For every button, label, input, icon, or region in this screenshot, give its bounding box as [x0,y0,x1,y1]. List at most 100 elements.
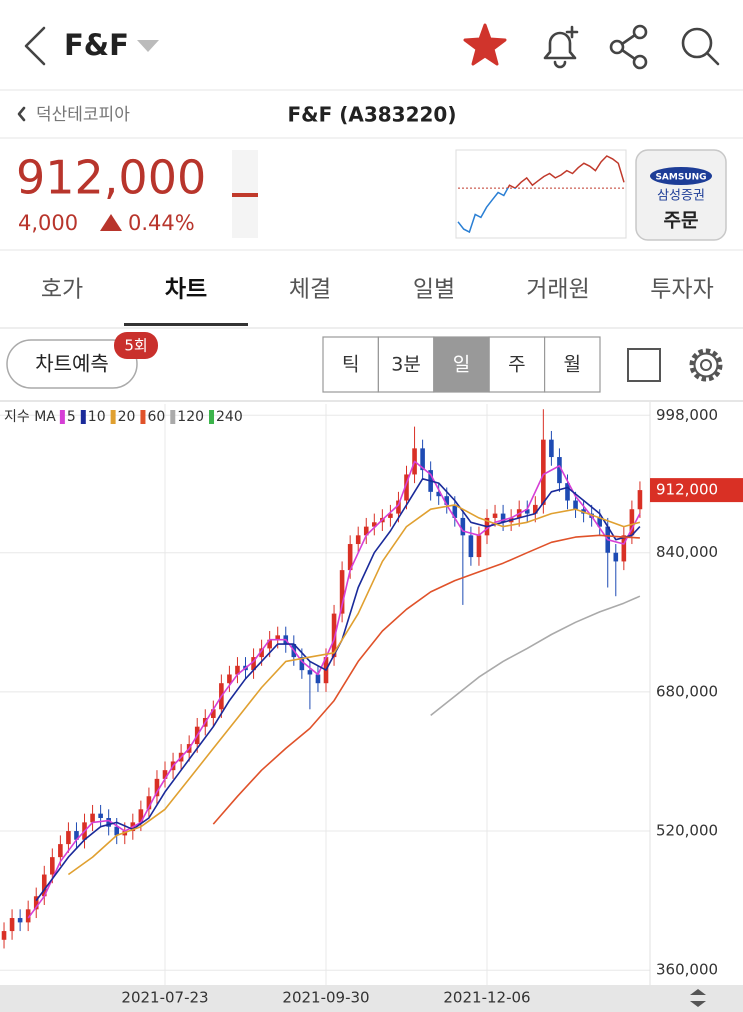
mini-line [457,155,625,234]
candle-body [355,535,361,545]
current-price: 912,000 [16,151,206,205]
candle-body [9,918,15,932]
candle-body [154,778,160,797]
tab[interactable]: 차트 [165,277,207,303]
candle-body [17,918,23,923]
period-button[interactable] [377,336,435,393]
period-button[interactable] [488,336,546,393]
legend-swatch [209,410,215,424]
settings-icon[interactable] [689,348,723,382]
candle-body [637,490,643,510]
dropdown-icon[interactable] [137,40,159,52]
period-button[interactable] [543,336,601,393]
candle-body [33,896,39,910]
legend-label: 20 [118,409,136,425]
legend-swatch [110,410,116,424]
candle-body [363,526,369,536]
order-button[interactable]: SAMSUNG 삼성증권 주문 [635,149,727,241]
candle-body [50,857,55,875]
candle-body [106,818,111,827]
ma-line [212,534,640,825]
tab-bar: 호가 차트 체결 일별 거래원 투자자 [41,277,714,326]
candle-body [372,522,377,527]
candle-body [275,635,281,640]
candle-body [58,844,63,858]
stock-name: F&F [64,28,129,62]
y-tick-label: 680,000 [656,682,718,700]
prev-stock[interactable]: 덕산테코피아 [36,105,130,125]
price-chart: 360,000 520,000 680,000 840,000 998,000 2021-… [0,402,743,1007]
candle-body [267,639,272,649]
period-button[interactable] [433,336,490,393]
candle-body [339,570,345,614]
tab[interactable]: 호가 [41,277,83,303]
order-label[interactable]: 주문 [664,210,699,232]
tab[interactable]: 체결 [289,277,331,303]
legend-label: 60 [147,409,165,425]
x-tick-label: 2021-07-23 [121,989,208,1007]
y-tick-label: 998,000 [656,406,718,424]
price-bar [232,193,258,197]
checkbox[interactable] [627,348,661,382]
share-icon[interactable] [609,24,648,70]
candle-body [211,709,216,718]
predict-button[interactable] [6,339,138,389]
candle-body [114,826,120,836]
candle-body [565,483,570,501]
candle-body [420,448,425,471]
tab[interactable]: 거래원 [526,277,589,303]
favorite-icon[interactable] [463,23,507,66]
candle-body [146,796,152,810]
search-icon[interactable] [681,27,720,66]
period-label[interactable]: 틱 [342,354,359,376]
change-percent: 0.44% [128,211,195,235]
badge [114,332,158,359]
candle-body [299,657,305,671]
prev-icon[interactable] [17,106,26,122]
brand: SAMSUNG [655,173,706,183]
candle-body [90,813,95,823]
period-label[interactable]: 일 [453,354,470,376]
stock-code-title: F&F (A383220) [288,103,457,127]
period-label[interactable]: 3분 [391,354,421,376]
candle-body [259,648,264,658]
predict-label[interactable]: 차트예측 [35,352,109,376]
legend-label: 120 [177,409,204,425]
broker: 삼성증권 [657,189,705,204]
period-selector: 틱 3분 일 주 월 [322,336,601,393]
tab-indicator [124,323,248,326]
back-icon[interactable] [24,26,46,66]
candle-body [404,474,409,501]
candle-body [25,909,31,923]
candle-body [251,657,256,671]
scroll-icon[interactable] [690,989,706,1007]
candle-body [1,931,7,940]
legend-label: 5 [67,409,76,425]
mini-chart-box [455,149,627,239]
candle-body [476,535,482,558]
candle-body [613,552,619,562]
legend-swatch [80,410,86,424]
date-bar [0,985,743,1012]
plot-area [1,409,643,949]
tab[interactable]: 일별 [413,277,455,303]
y-tick-label: 520,000 [656,822,718,840]
alert-icon[interactable] [543,25,579,69]
candle-body [138,809,144,823]
candle-body [162,770,168,779]
candle-body [98,813,103,819]
ma-line [430,595,641,717]
period-label[interactable]: 월 [564,354,581,376]
period-label[interactable]: 주 [508,354,525,376]
legend-swatch [140,410,146,424]
candle-body [436,491,441,497]
candle-body [532,504,538,514]
tab[interactable]: 투자자 [650,277,713,303]
candle-body [573,500,578,510]
candle-body [66,831,71,845]
candle-body [347,544,353,571]
candle-body [396,500,401,514]
up-icon [100,214,122,231]
candle-body [597,517,602,527]
